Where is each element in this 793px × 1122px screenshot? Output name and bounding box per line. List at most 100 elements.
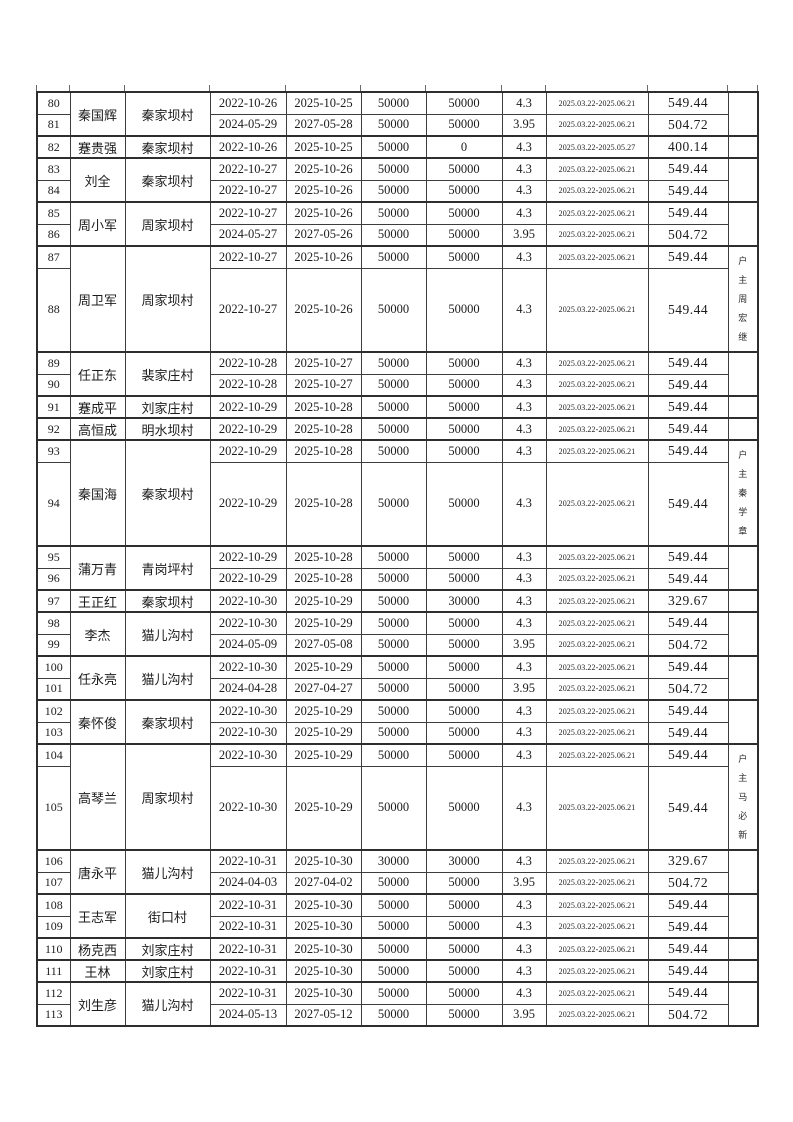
cell-interest-rate: 4.3 — [501, 417, 547, 441]
cell-loan-amount: 50000 — [360, 893, 427, 917]
cell-index: 106 — [36, 849, 71, 873]
cell-loan-amount: 50000 — [360, 589, 427, 613]
table-row: 98 李杰 猫儿沟村 2022-10-30 2025-10-29 50000 50000 4.… — [36, 611, 759, 657]
cell-remark: 户主周宏继 — [727, 245, 759, 353]
cell-village: 秦家坝村 — [124, 589, 211, 613]
table-row: 99 2024-05-09 2027-05-08 50000 50000 3.95 2025… — [36, 633, 758, 657]
cell-index: 104 — [36, 743, 71, 767]
cell-loan-amount: 50000 — [360, 417, 427, 441]
cell-interest-period: 2025.03.22-2025.06.21 — [545, 439, 649, 463]
cell-interest-period: 2025.03.22-2025.06.21 — [545, 223, 649, 247]
cell-interest-amount: 504.72 — [647, 677, 729, 701]
cell-end-date: 2025-10-26 — [285, 179, 362, 203]
cell-loan-amount: 50000 — [360, 655, 427, 679]
cell-end-date: 2025-10-29 — [285, 765, 362, 851]
cell-start-date: 2022-10-31 — [209, 915, 287, 939]
cell-balance-amount: 50000 — [425, 655, 503, 679]
cell-interest-rate: 4.3 — [501, 849, 547, 873]
cell-loan-amount: 50000 — [360, 157, 427, 181]
cell-index: 82 — [36, 135, 71, 159]
cell-name: 高恒成 — [69, 417, 126, 441]
cell-end-date: 2027-04-27 — [285, 677, 362, 701]
cell-remark — [727, 91, 759, 137]
cell-village: 秦家坝村 — [124, 135, 211, 159]
cell-interest-rate: 3.95 — [501, 871, 547, 895]
cell-interest-period: 2025.03.22-2025.06.21 — [545, 633, 649, 657]
cell-balance-amount: 50000 — [425, 1003, 503, 1027]
cell-remark — [727, 201, 759, 247]
cell-end-date: 2025-10-27 — [285, 351, 362, 375]
cell-name: 秦国海 — [69, 439, 126, 547]
cell-interest-period: 2025.03.22-2025.06.21 — [545, 849, 649, 873]
cell-index: 101 — [36, 677, 71, 701]
cell-village: 猫儿沟村 — [124, 611, 211, 657]
cell-start-date: 2022-10-31 — [209, 981, 287, 1005]
cell-interest-amount: 549.44 — [647, 981, 729, 1005]
table-row: 103 2022-10-30 2025-10-29 50000 50000 4.3 2025… — [36, 721, 758, 745]
cell-interest-rate: 4.3 — [501, 567, 547, 591]
cell-loan-amount: 50000 — [360, 765, 427, 851]
cell-index: 109 — [36, 915, 71, 939]
cell-interest-amount: 504.72 — [647, 1003, 729, 1027]
cell-interest-period: 2025.03.22-2025.06.21 — [545, 915, 649, 939]
table-row: 92 高恒成 明水坝村 2022-10-29 2025-10-28 50000 50000 4… — [36, 417, 759, 441]
cell-balance-amount: 30000 — [425, 849, 503, 873]
cell-interest-period: 2025.03.22-2025.06.21 — [545, 959, 649, 983]
cell-balance-amount: 50000 — [425, 373, 503, 397]
column-tick — [727, 85, 728, 91]
cell-index: 110 — [36, 937, 71, 961]
cell-interest-rate: 3.95 — [501, 113, 547, 137]
cell-loan-amount: 50000 — [360, 1003, 427, 1027]
cell-village: 刘家庄村 — [124, 959, 211, 983]
cell-interest-rate: 4.3 — [501, 439, 547, 463]
cell-loan-amount: 50000 — [360, 721, 427, 745]
cell-village: 周家坝村 — [124, 245, 211, 353]
cell-name: 唐永平 — [69, 849, 126, 895]
cell-end-date: 2025-10-30 — [285, 981, 362, 1005]
cell-end-date: 2025-10-30 — [285, 849, 362, 873]
cell-end-date: 2025-10-30 — [285, 959, 362, 983]
cell-index: 92 — [36, 417, 71, 441]
cell-village: 裴家庄村 — [124, 351, 211, 397]
cell-interest-rate: 4.3 — [501, 245, 547, 269]
cell-interest-amount: 549.44 — [647, 721, 729, 745]
cell-start-date: 2022-10-27 — [209, 179, 287, 203]
cell-index: 84 — [36, 179, 71, 203]
cell-index: 103 — [36, 721, 71, 745]
cell-interest-period: 2025.03.22-2025.06.21 — [545, 395, 649, 419]
cell-interest-rate: 4.3 — [501, 589, 547, 613]
cell-interest-amount: 549.44 — [647, 699, 729, 723]
cell-name: 周小军 — [69, 201, 126, 247]
table-row: 113 2024-05-13 2027-05-12 50000 50000 3.95 202… — [36, 1003, 758, 1027]
cell-start-date: 2024-05-13 — [209, 1003, 287, 1027]
cell-balance-amount: 50000 — [425, 439, 503, 463]
cell-interest-rate: 4.3 — [501, 915, 547, 939]
cell-interest-amount: 504.72 — [647, 223, 729, 247]
cell-interest-amount: 504.72 — [647, 871, 729, 895]
cell-interest-amount: 329.67 — [647, 849, 729, 873]
cell-index: 100 — [36, 655, 71, 679]
cell-loan-amount: 50000 — [360, 871, 427, 895]
table-row: 93 秦国海 秦家坝村 2022-10-29 2025-10-28 50000 50000 4… — [36, 439, 759, 547]
cell-interest-rate: 4.3 — [501, 655, 547, 679]
cell-balance-amount: 50000 — [425, 545, 503, 569]
cell-interest-amount: 549.44 — [647, 179, 729, 203]
cell-index: 96 — [36, 567, 71, 591]
table-row: 80 秦国辉 秦家坝村 2022-10-26 2025-10-25 50000 50000 4… — [36, 91, 759, 137]
cell-village: 秦家坝村 — [124, 439, 211, 547]
column-tick — [501, 85, 502, 91]
cell-start-date: 2024-05-29 — [209, 113, 287, 137]
cell-index: 90 — [36, 373, 71, 397]
cell-index: 95 — [36, 545, 71, 569]
cell-end-date: 2025-10-29 — [285, 611, 362, 635]
cell-remark — [727, 893, 759, 939]
cell-interest-amount: 549.44 — [647, 743, 729, 767]
cell-name: 王林 — [69, 959, 126, 983]
cell-remark — [727, 395, 759, 419]
cell-interest-period: 2025.03.22-2025.06.21 — [545, 201, 649, 225]
cell-interest-rate: 4.3 — [501, 351, 547, 375]
table-row: 97 王正红 秦家坝村 2022-10-30 2025-10-29 50000 30000 4… — [36, 589, 759, 613]
householder-note: 户主周宏继 — [738, 255, 748, 342]
cell-loan-amount: 50000 — [360, 677, 427, 701]
cell-village: 明水坝村 — [124, 417, 211, 441]
